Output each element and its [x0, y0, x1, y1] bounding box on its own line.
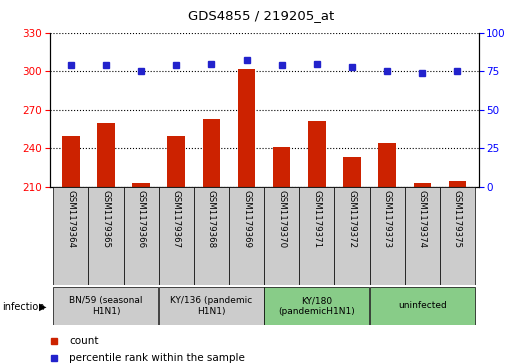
Bar: [123, 187, 158, 285]
Bar: [378, 143, 396, 187]
Text: GSM1179370: GSM1179370: [277, 190, 286, 248]
Bar: [264, 187, 299, 285]
Text: count: count: [69, 335, 98, 346]
Bar: [62, 135, 79, 187]
Text: GSM1179367: GSM1179367: [172, 190, 181, 248]
Text: GSM1179368: GSM1179368: [207, 190, 216, 248]
Text: GSM1179371: GSM1179371: [312, 190, 321, 248]
Bar: [167, 135, 185, 187]
Bar: [414, 183, 431, 187]
Bar: [343, 158, 361, 187]
Bar: [132, 183, 150, 187]
Text: GSM1179372: GSM1179372: [347, 190, 357, 248]
Bar: [159, 287, 264, 325]
Text: GSM1179365: GSM1179365: [101, 190, 110, 248]
Bar: [370, 287, 475, 325]
Bar: [194, 187, 229, 285]
Text: BN/59 (seasonal
H1N1): BN/59 (seasonal H1N1): [69, 296, 143, 315]
Text: GSM1179366: GSM1179366: [137, 190, 145, 248]
Text: GSM1179375: GSM1179375: [453, 190, 462, 248]
Bar: [158, 187, 194, 285]
Text: percentile rank within the sample: percentile rank within the sample: [69, 353, 245, 363]
Bar: [370, 187, 405, 285]
Bar: [88, 187, 123, 285]
Bar: [299, 187, 334, 285]
Bar: [229, 187, 264, 285]
Text: GSM1179374: GSM1179374: [418, 190, 427, 248]
Bar: [273, 147, 290, 187]
Bar: [97, 123, 115, 187]
Text: infection: infection: [3, 302, 45, 312]
Bar: [308, 121, 326, 187]
Text: KY/136 (pandemic
H1N1): KY/136 (pandemic H1N1): [170, 296, 253, 315]
Bar: [202, 119, 220, 187]
Text: GSM1179369: GSM1179369: [242, 190, 251, 248]
Bar: [440, 187, 475, 285]
Text: GSM1179373: GSM1179373: [383, 190, 392, 248]
Text: GSM1179364: GSM1179364: [66, 190, 75, 248]
Text: uninfected: uninfected: [398, 301, 447, 310]
Bar: [264, 287, 369, 325]
Bar: [238, 69, 255, 187]
Bar: [334, 187, 370, 285]
Bar: [53, 287, 158, 325]
Bar: [53, 187, 88, 285]
Text: GDS4855 / 219205_at: GDS4855 / 219205_at: [188, 9, 335, 22]
Bar: [449, 180, 466, 187]
Text: KY/180
(pandemicH1N1): KY/180 (pandemicH1N1): [278, 296, 355, 315]
Text: ▶: ▶: [39, 302, 46, 312]
Bar: [405, 187, 440, 285]
